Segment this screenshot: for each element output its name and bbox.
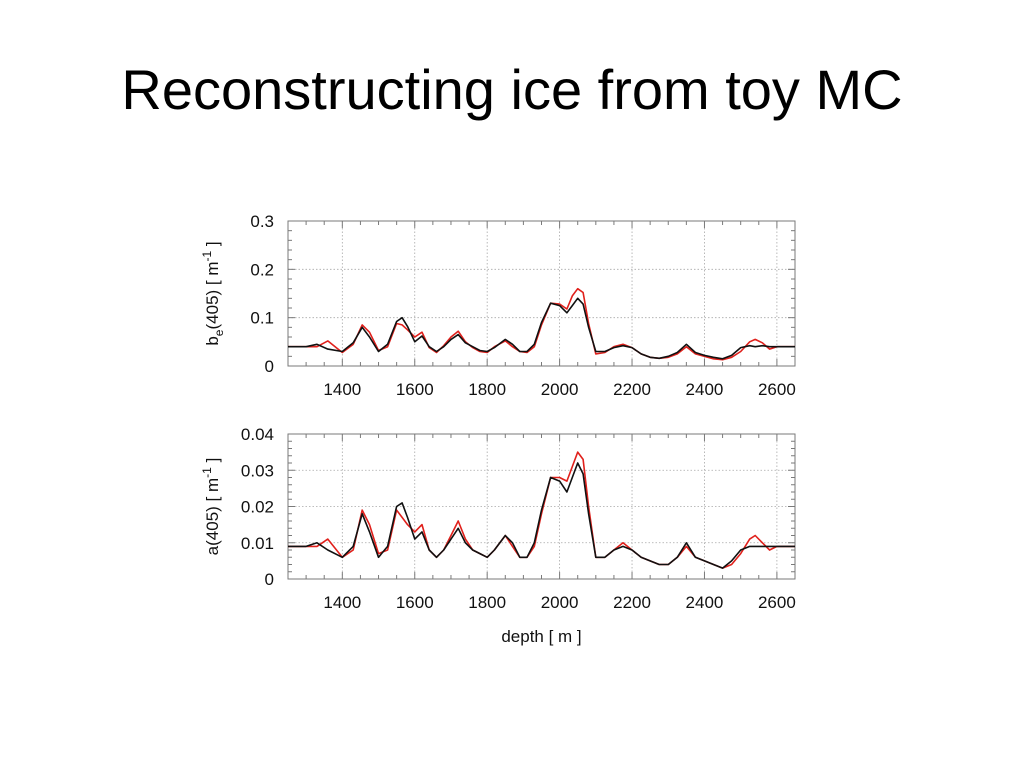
series-black-line <box>288 462 795 569</box>
y-tick-label: 0.1 <box>250 309 274 328</box>
y-tick-label: 0.02 <box>241 498 274 517</box>
y-tick-label: 0.04 <box>241 425 274 444</box>
x-tick-label: 2600 <box>758 380 796 399</box>
x-tick-label: 1600 <box>396 380 434 399</box>
y-tick-label: 0.03 <box>241 461 274 480</box>
chart-absorption: 1400 1600 1800 2000 2200 2400 2600 0 0.01 0.02 0.0… <box>200 425 796 646</box>
x-axis-label: depth [ m ] <box>501 627 581 646</box>
x-tick-label: 2600 <box>758 593 796 612</box>
chart-scattering: 1400 1600 1800 2000 2200 2400 2600 0 0.1 0.2 0.3 be… <box>200 212 796 399</box>
x-tick-label: 1800 <box>468 593 506 612</box>
y-tick-label: 0 <box>265 357 274 376</box>
x-tick-label: 2000 <box>541 380 579 399</box>
y-tick-label: 0.2 <box>250 260 274 279</box>
x-tick-label: 1400 <box>323 593 361 612</box>
series-black-line <box>288 297 795 360</box>
y-axis-label: a(405) [ m-1 ] <box>200 458 222 556</box>
y-tick-label: 0 <box>265 570 274 589</box>
x-tick-label: 2200 <box>613 380 651 399</box>
x-tick-label: 1600 <box>396 593 434 612</box>
y-tick-label: 0.01 <box>241 534 274 553</box>
plot-frame <box>287 433 796 580</box>
plot-frame <box>287 220 796 367</box>
y-tick-label: 0.3 <box>250 212 274 231</box>
slide-title: Reconstructing ice from toy MC <box>121 58 903 121</box>
x-tick-label: 1800 <box>468 380 506 399</box>
x-tick-label: 2000 <box>541 593 579 612</box>
y-axis-label: be(405) [ m-1 ] <box>200 241 226 345</box>
x-tick-label: 1400 <box>323 380 361 399</box>
x-tick-label: 2200 <box>613 593 651 612</box>
x-tick-label: 2400 <box>686 593 724 612</box>
x-tick-label: 2400 <box>686 380 724 399</box>
